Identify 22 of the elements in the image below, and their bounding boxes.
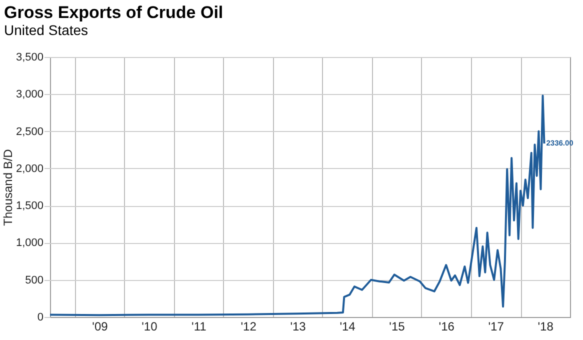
chart-title: Gross Exports of Crude Oil — [4, 3, 224, 22]
x-tick-label: '13 — [290, 320, 306, 334]
x-tick-label: '11 — [192, 320, 207, 334]
x-tick-label: '09 — [92, 320, 108, 334]
y-tick-label: 3,000 — [16, 88, 44, 101]
x-tick-label: '14 — [340, 320, 356, 334]
y-tick-label: 2,000 — [16, 162, 44, 175]
y-tick-label: 2,500 — [16, 126, 44, 138]
x-tick-label: '17 — [488, 320, 504, 334]
x-tick-label: '16 — [438, 320, 455, 334]
y-tick-label: 1,000 — [16, 237, 44, 250]
line-series — [50, 94, 546, 316]
x-tick-label: '18 — [538, 320, 554, 334]
y-axis-title: Thousand B/D — [0, 148, 15, 226]
y-tick-label: 500 — [25, 274, 44, 286]
x-tick-label: '12 — [240, 320, 257, 334]
x-tick-label: '15 — [389, 320, 406, 334]
x-tick-label: '10 — [142, 320, 158, 334]
y-tick-label: 3,500 — [16, 52, 44, 64]
y-tick-label: 1,500 — [16, 200, 44, 212]
chart-subtitle: United States — [4, 22, 88, 38]
y-tick-label: 0 — [37, 312, 44, 324]
